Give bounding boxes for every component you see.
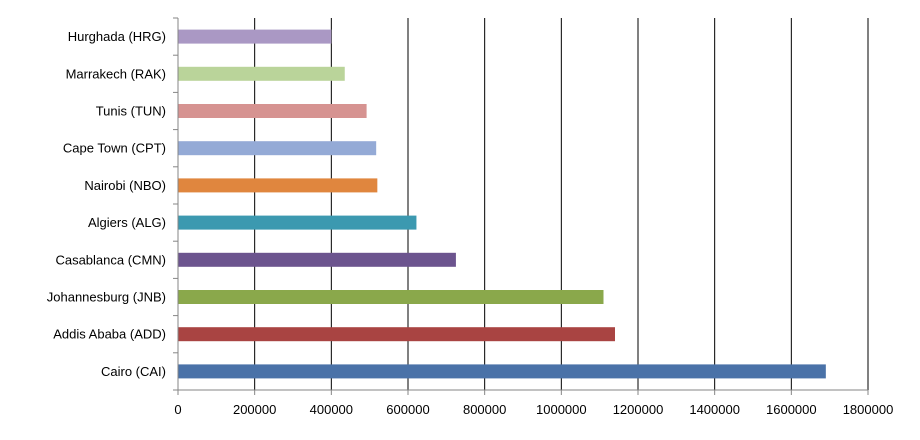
x-tick-label: 1800000 [843,402,894,417]
category-label: Tunis (TUN) [96,104,166,119]
bar [178,364,826,379]
category-labels: Cairo (CAI) Addis Ababa (ADD) Johannesburg… [47,29,166,379]
category-label: Addis Ababa (ADD) [53,327,166,342]
bar [178,178,378,193]
bar [178,215,417,230]
category-label: Marrakech (RAK) [66,66,166,81]
x-tick-label: 600000 [386,402,429,417]
bar [178,327,615,342]
x-tick-label: 400000 [310,402,353,417]
tick-marks [173,17,869,395]
x-tick-label: 1600000 [766,402,817,417]
bar [178,104,367,118]
bars [178,29,826,379]
x-tick-label: 1400000 [689,402,740,417]
bar [178,252,456,267]
x-tick-label: 1200000 [613,402,664,417]
bar [178,141,377,156]
x-tick-labels: 0 200000 400000 600000 800000 1000000 1200000 1… [174,402,893,417]
x-tick-label: 200000 [233,402,276,417]
category-label: Nairobi (NBO) [84,178,166,193]
category-label: Cairo (CAI) [101,364,166,379]
category-label: Johannesburg (JNB) [47,290,166,305]
bar [178,29,332,44]
category-label: Casablanca (CMN) [55,252,166,267]
category-label: Hurghada (HRG) [68,29,166,44]
bar [178,290,604,304]
category-label: Cape Town (CPT) [63,141,166,156]
bar [178,66,345,81]
x-tick-label: 1000000 [536,402,587,417]
category-label: Algiers (ALG) [88,215,166,230]
x-tick-label: 800000 [463,402,506,417]
x-tick-label: 0 [174,402,181,417]
